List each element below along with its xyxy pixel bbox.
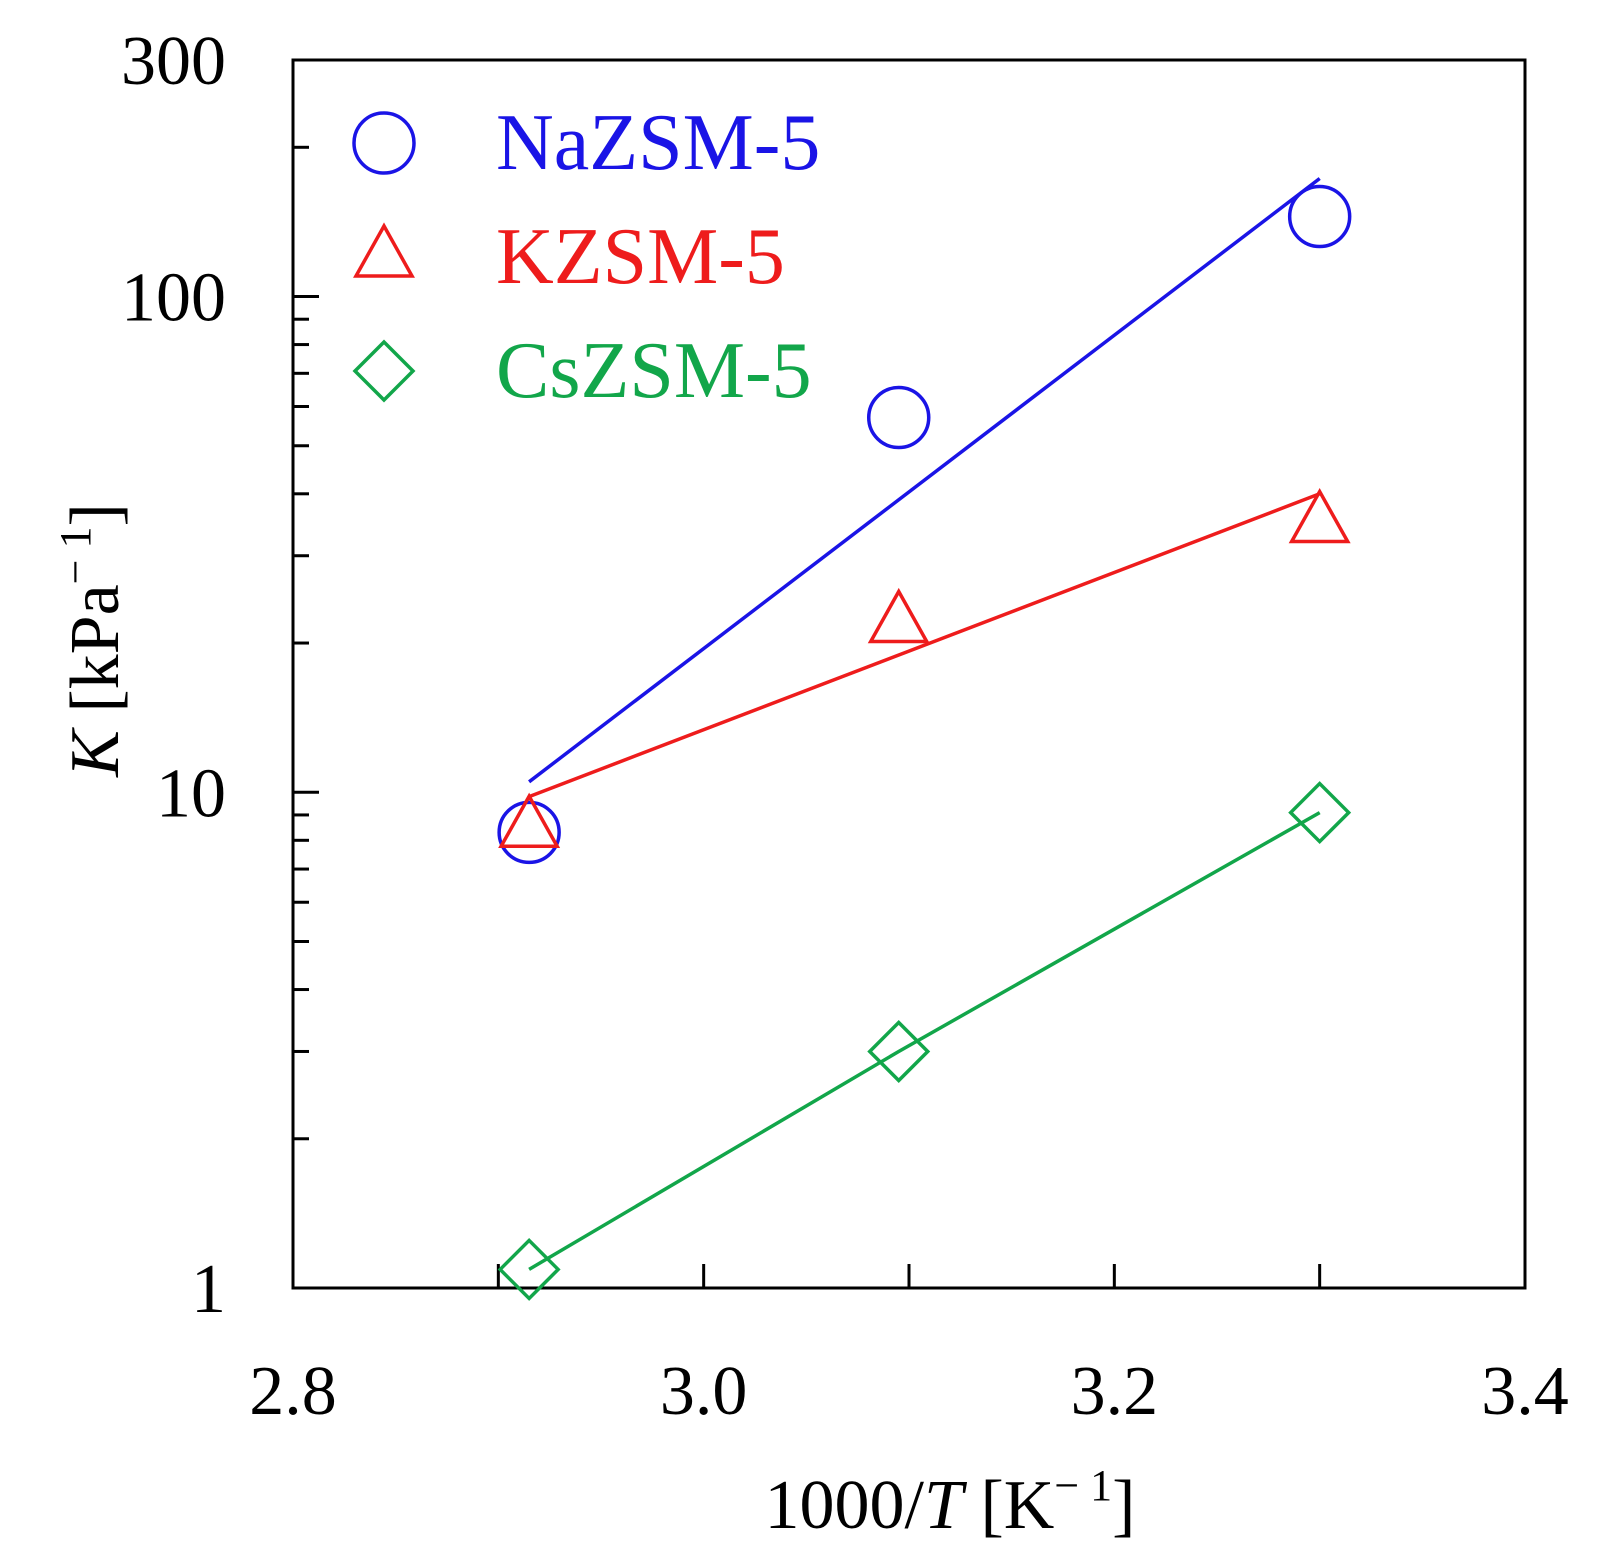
data-point-nazsm-5 [1287,184,1352,249]
y-tick-label: 100 [121,260,226,337]
chart-labels: 2.8 3.0 3.2 3.4 1 10 100 300 1000/T [K− 1] K [kPa… [51,23,1569,1544]
y-tick-label: 10 [156,755,226,832]
data-point-cszsm-5 [867,1019,931,1083]
data-point-cszsm-5 [1288,781,1352,845]
data-point-nazsm-5 [497,800,561,865]
plot-frame [291,58,1527,1290]
y-axis-label: K [kPa− 1] [51,503,134,778]
legend-marker-nazsm-5 [352,111,416,175]
x-axis-label: 1000/T [K− 1] [765,1461,1136,1544]
y-tick-label: 300 [121,23,226,100]
data-point-cszsm-5 [497,1237,561,1301]
y-tick-label: 1 [191,1251,226,1328]
fit-line-cszsm-5 [528,811,1321,1271]
data-point-kzsm-5 [867,587,930,644]
fit-line-nazsm-5 [528,177,1321,784]
x-tick-label: 2.8 [249,1353,337,1430]
x-tick-label: 3.2 [1071,1353,1159,1430]
data-point-kzsm-5 [498,792,561,849]
legend-label-nazsm-5: NaZSM-5 [496,99,820,187]
data-point-nazsm-5 [866,385,931,450]
x-tick-label: 3.0 [660,1353,748,1430]
legend-marker-kzsm-5 [353,222,415,278]
chart-marks [352,111,1352,1301]
data-point-kzsm-5 [1288,487,1351,544]
fit-line-kzsm-5 [528,492,1321,799]
plot-area [291,58,1527,1290]
legend-label-cszsm-5: CsZSM-5 [496,327,812,415]
legend-label-kzsm-5: KZSM-5 [496,213,785,301]
legend-marker-cszsm-5 [352,339,416,403]
x-tick-label: 3.4 [1481,1353,1569,1430]
